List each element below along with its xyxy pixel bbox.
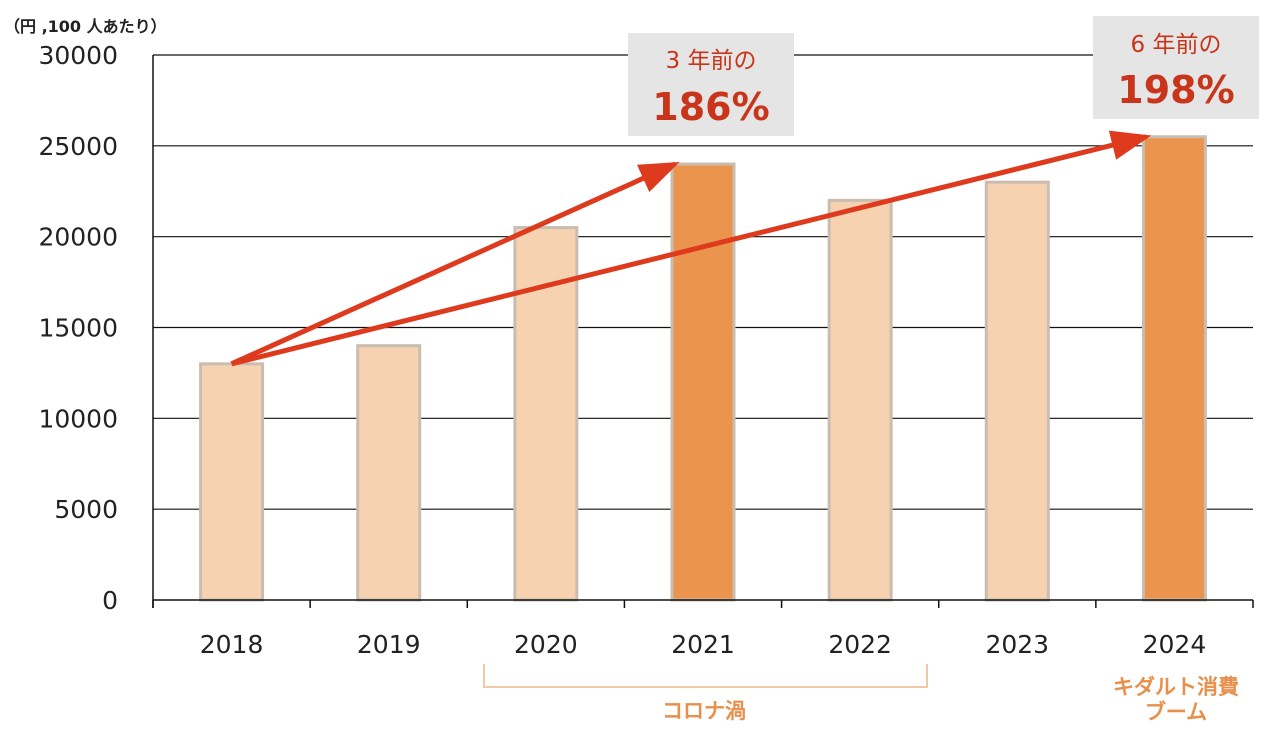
callout-six-year: 6 年前の 198% [1093, 16, 1259, 119]
callout-three-year: 3 年前の 186% [628, 33, 794, 136]
bar-2022 [827, 198, 893, 602]
x-tick-label: 2020 [514, 630, 578, 659]
y-tick-label: 25000 [38, 132, 118, 161]
x-tick-label: 2023 [985, 630, 1049, 659]
bar-2021 [670, 162, 736, 602]
callout-three-year-box [628, 33, 794, 136]
corona-note-label: コロナ渦 [662, 699, 746, 723]
kidult-note-line-1: キダルト消費 [1113, 675, 1239, 699]
x-tick-label: 2024 [1143, 630, 1207, 659]
y-tick-label: 5000 [54, 495, 118, 524]
x-tick-label: 2021 [671, 630, 735, 659]
unit-label: （円 ,100 人あたり） [4, 17, 167, 36]
bar-2019 [356, 344, 422, 602]
bar-2023 [984, 180, 1050, 602]
y-tick-label: 15000 [38, 314, 118, 343]
y-tick-label: 20000 [38, 223, 118, 252]
callout-six-year-box [1093, 16, 1259, 119]
x-axis: 2018 2019 2020 2021 2022 2023 2024 [152, 599, 1254, 659]
callout-three-year-value: 186% [652, 85, 769, 129]
bar-2018 [199, 362, 265, 602]
bar-2024 [1141, 135, 1207, 602]
bars [199, 135, 1207, 602]
y-axis: 0 5000 10000 15000 20000 25000 30000 [38, 41, 154, 615]
trend-arrows [230, 130, 1152, 367]
y-tick-label: 10000 [38, 404, 118, 433]
period-note-kidult: キダルト消費 ブーム [1113, 675, 1239, 724]
period-note-corona: コロナ渦 [483, 664, 928, 723]
arrow-three-year [230, 161, 680, 367]
callout-six-year-caption: 6 年前の [1131, 32, 1222, 58]
callout-six-year-value: 198% [1117, 68, 1234, 112]
y-tick-label: 0 [102, 586, 118, 615]
arrow-six-year [230, 130, 1152, 367]
x-tick-label: 2018 [200, 630, 264, 659]
x-tick-label: 2019 [357, 630, 421, 659]
y-tick-label: 30000 [38, 41, 118, 70]
callout-three-year-caption: 3 年前の [666, 48, 757, 74]
kidult-note-line-2: ブーム [1145, 700, 1207, 724]
x-tick-label: 2022 [828, 630, 892, 659]
corona-bracket [483, 664, 928, 688]
